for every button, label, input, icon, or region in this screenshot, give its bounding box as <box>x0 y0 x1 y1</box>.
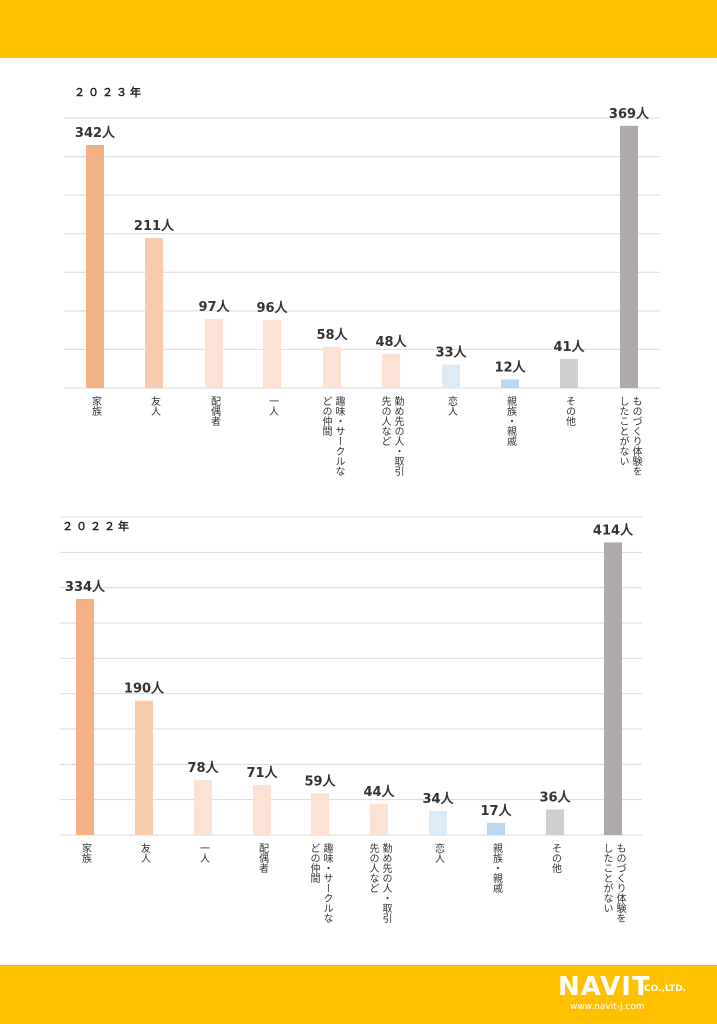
chart-2022-category-label: 一人 <box>198 843 210 863</box>
chart-2022-bar <box>370 803 388 835</box>
chart-2023-bar <box>86 145 104 388</box>
chart-2022-value-label: 17人 <box>480 803 512 819</box>
chart-2023-category-label: どの仲間 <box>320 396 332 437</box>
chart-2022-bar <box>76 598 94 835</box>
chart-2023-value-label: 58人 <box>316 327 348 343</box>
chart-2023-bar <box>620 125 638 388</box>
chart-2022-bar <box>135 700 153 835</box>
chart-2022-value-label: 36人 <box>539 790 571 806</box>
chart-2023-bar <box>323 346 341 388</box>
chart-2023-value-label: 211人 <box>134 218 175 234</box>
chart-2022-category-label: 趣味・サークルな <box>321 842 333 923</box>
chart-2022-bar <box>429 810 447 835</box>
chart-2023-category-label: その他 <box>564 396 576 427</box>
chart-2022-category-label: 恋人 <box>433 842 445 863</box>
chart-2023-bar <box>205 319 223 388</box>
chart-2022-bar <box>311 793 329 835</box>
chart-2022-category-label: 先の人など <box>367 843 379 893</box>
chart-2022-category-label: 配偶者 <box>257 843 269 874</box>
chart-2023-category-label: 一人 <box>267 396 279 416</box>
chart-2022-value-label: 34人 <box>422 791 454 807</box>
chart-2023-category-label: 勤め先の人・取引 <box>392 395 404 477</box>
chart-2022-bar <box>546 809 564 835</box>
chart-2022-value-label: 190人 <box>124 681 165 697</box>
chart-2023-bar <box>145 238 163 388</box>
chart-2022-value-label: 414人 <box>593 522 634 538</box>
chart-2023-bar <box>263 319 281 388</box>
chart-2023-category-label: ものづくり体験を <box>630 396 642 476</box>
chart-2022-category-label: どの仲間 <box>308 843 320 884</box>
chart-2022-category-label: その他 <box>550 843 562 874</box>
logo-url: www.navit-j.com <box>570 1002 645 1012</box>
chart-2022-category-label: 勤め先の人・取引 <box>380 842 392 924</box>
chart-2022-bar <box>253 784 271 835</box>
chart-2023-category-label: 趣味・サークルな <box>333 395 345 476</box>
chart-2022-value-label: 334人 <box>65 579 106 595</box>
chart-2022-category-label: 友人 <box>139 842 151 863</box>
chart-2022-bar <box>194 779 212 835</box>
chart-2023-bar <box>501 379 519 388</box>
chart-2022-category-label: したことがない <box>601 843 613 913</box>
company-logo: NAVIT CO.,LTD. www.navit-j.com <box>558 972 708 1016</box>
bottom-banner <box>0 965 717 1024</box>
chart-2023-value-label: 96人 <box>256 300 288 316</box>
chart-2023-category-label: 家族 <box>90 395 102 416</box>
chart-2023-category-label: 親族・親戚 <box>505 395 517 447</box>
chart-2023-bar <box>382 353 400 388</box>
chart-2022-category-label: 家族 <box>80 842 92 863</box>
chart-2023-value-label: 97人 <box>198 299 230 315</box>
chart-2023-category-label: したことがない <box>617 396 629 466</box>
chart-2023-value-label: 12人 <box>494 359 526 375</box>
chart-2023-value-label: 342人 <box>75 125 116 141</box>
chart-2023-value-label: 48人 <box>375 334 407 350</box>
chart-2023-value-label: 41人 <box>553 339 585 355</box>
logo-name: NAVIT <box>558 972 651 1002</box>
chart-2023-value-label: 33人 <box>435 345 467 361</box>
chart-2023-category-label: 恋人 <box>446 395 458 416</box>
logo-suffix: CO.,LTD. <box>644 984 687 994</box>
chart-2023-category-label: 友人 <box>149 395 161 416</box>
chart-2022-title: ２０２２年 <box>62 520 132 533</box>
chart-2023-bar <box>560 358 578 388</box>
chart-2023-category-label: 配偶者 <box>209 396 221 427</box>
chart-2023-value-label: 369人 <box>609 106 650 122</box>
chart-2022-bar <box>487 822 505 835</box>
top-banner <box>0 0 717 58</box>
chart-2022-category-label: ものづくり体験を <box>614 843 626 923</box>
chart-2022-value-label: 78人 <box>187 760 219 776</box>
chart-2023-title: ２０２３年 <box>74 86 144 99</box>
chart-2023-category-label: 先の人など <box>379 396 391 446</box>
chart-2022-value-label: 71人 <box>246 765 278 781</box>
chart-2022-value-label: 44人 <box>363 784 395 800</box>
chart-2022-bar <box>604 542 622 835</box>
chart-2023-bar <box>442 364 460 388</box>
chart-2022-value-label: 59人 <box>304 773 336 789</box>
chart-2022-category-label: 親族・親戚 <box>491 842 503 894</box>
